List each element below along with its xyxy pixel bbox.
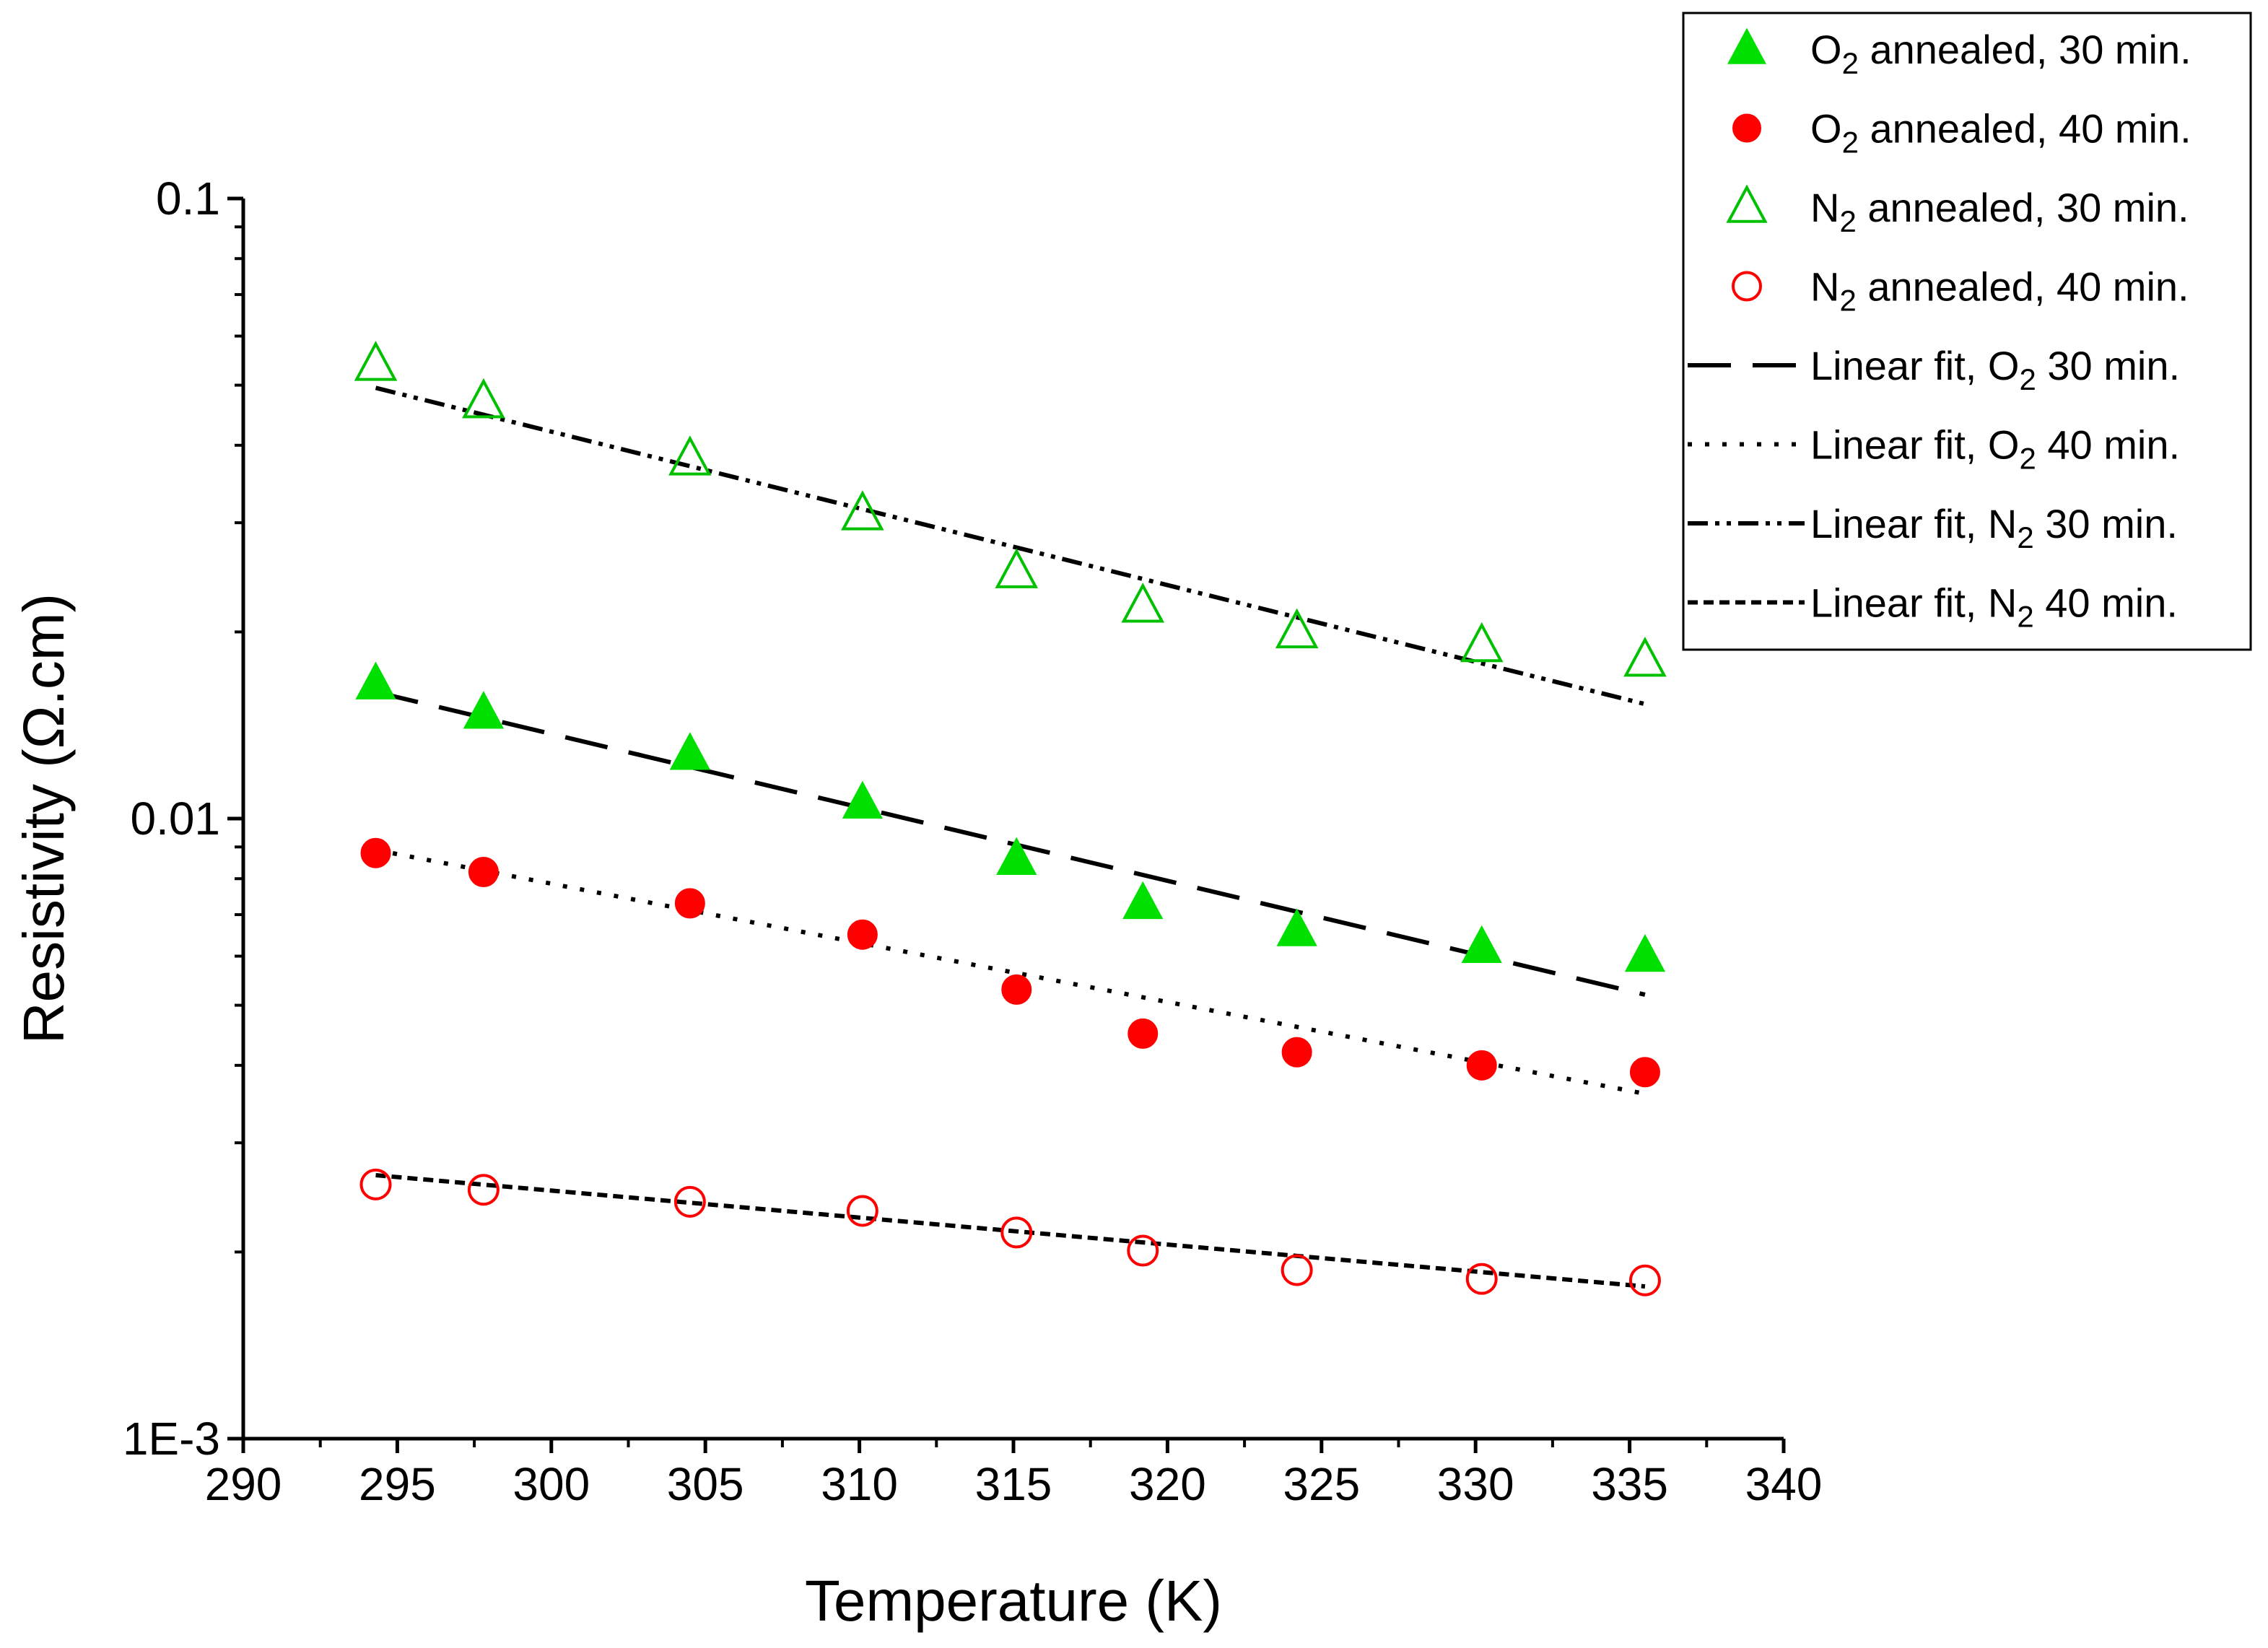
data-point-series-2 — [847, 919, 878, 950]
data-point-series-1 — [842, 780, 883, 819]
fit-line-4 — [375, 1173, 1646, 1289]
data-point-series-1 — [996, 837, 1037, 875]
data-point-series-2 — [468, 857, 499, 888]
data-point-series-2 — [674, 888, 705, 919]
x-tick-label: 335 — [1591, 1458, 1668, 1510]
data-point-series-3 — [1275, 608, 1319, 649]
data-point-series-3 — [995, 548, 1039, 588]
x-axis-title: Temperature (K) — [805, 1569, 1222, 1633]
data-point-series-2 — [1466, 1050, 1497, 1081]
data-point-series-3 — [841, 490, 884, 531]
data-point-series-1 — [463, 691, 505, 729]
x-tick-label: 305 — [667, 1458, 744, 1510]
data-point-series-4 — [1465, 1263, 1498, 1295]
x-tick-label: 315 — [975, 1458, 1052, 1510]
data-point-series-2 — [1128, 1018, 1159, 1049]
data-point-series-1 — [1461, 925, 1502, 964]
legend-label: Linear fit, O2 30 min. — [1810, 343, 2180, 396]
data-point-series-3 — [354, 341, 398, 381]
data-point-series-4 — [1000, 1216, 1033, 1249]
axes — [241, 199, 1784, 1441]
x-tick-label: 295 — [359, 1458, 436, 1510]
data-point-series-2 — [360, 837, 391, 868]
y-tick-label: 0.1 — [156, 173, 220, 224]
data-point-series-1 — [669, 732, 710, 770]
x-tick-label: 340 — [1745, 1458, 1823, 1510]
legend-symbol — [1726, 184, 1768, 223]
legend-label: N2 annealed, 30 min. — [1810, 185, 2189, 238]
data-point-series-1 — [355, 661, 396, 699]
legend-label: Linear fit, N2 40 min. — [1810, 580, 2178, 634]
legend-box — [1682, 12, 2252, 651]
y-axis-title: Resistivity (Ω.cm) — [12, 593, 76, 1044]
data-point-series-2 — [1281, 1037, 1312, 1068]
legend-label: N2 annealed, 40 min. — [1810, 264, 2189, 318]
data-point-series-3 — [1121, 583, 1165, 623]
legend-label: Linear fit, O2 40 min. — [1810, 422, 2180, 476]
data-point-series-4 — [1127, 1234, 1159, 1267]
data-point-series-1 — [1122, 881, 1164, 920]
x-tick-label: 330 — [1437, 1458, 1514, 1510]
y-tick-label: 1E-3 — [123, 1413, 220, 1465]
data-point-series-4 — [1628, 1264, 1661, 1296]
x-tick-label: 310 — [821, 1458, 898, 1510]
x-tick-label: 325 — [1283, 1458, 1360, 1510]
x-tick-label: 300 — [513, 1458, 590, 1510]
legend-symbol — [1732, 271, 1762, 302]
legend-label: O2 annealed, 30 min. — [1810, 27, 2191, 80]
x-tick-label: 320 — [1129, 1458, 1206, 1510]
data-point-series-4 — [1281, 1254, 1313, 1286]
plot-area — [354, 341, 1667, 1296]
legend-symbol — [1727, 27, 1766, 64]
fit-line-3 — [375, 385, 1646, 707]
data-point-series-3 — [668, 435, 712, 476]
data-point-series-3 — [1623, 636, 1667, 677]
data-point-series-2 — [1001, 974, 1032, 1005]
legend-label: Linear fit, N2 30 min. — [1810, 501, 2178, 554]
x-tick-label: 290 — [205, 1458, 282, 1510]
fit-line-1 — [375, 689, 1646, 997]
data-point-series-4 — [846, 1195, 878, 1227]
data-point-series-4 — [359, 1168, 392, 1200]
y-ticks: 1E-3 0.01 0.1 — [123, 173, 243, 1465]
data-point-series-1 — [1276, 908, 1317, 946]
legend: O2 annealed, 30 min. O2 annealed, 40 min.… — [1682, 12, 2252, 651]
y-tick-label: 0.01 — [130, 793, 220, 845]
fit-line-2 — [375, 847, 1646, 1097]
data-point-series-4 — [673, 1185, 706, 1218]
data-point-series-3 — [462, 378, 505, 419]
data-point-series-1 — [1624, 933, 1666, 972]
data-point-series-4 — [467, 1174, 500, 1206]
x-ticks: 290 295 300 305 310 315 320 325 330 335 340 — [205, 1439, 1823, 1510]
legend-label: O2 annealed, 40 min. — [1810, 106, 2191, 160]
data-point-series-3 — [1460, 622, 1504, 663]
legend-symbol — [1732, 113, 1761, 143]
data-point-series-2 — [1629, 1057, 1660, 1088]
